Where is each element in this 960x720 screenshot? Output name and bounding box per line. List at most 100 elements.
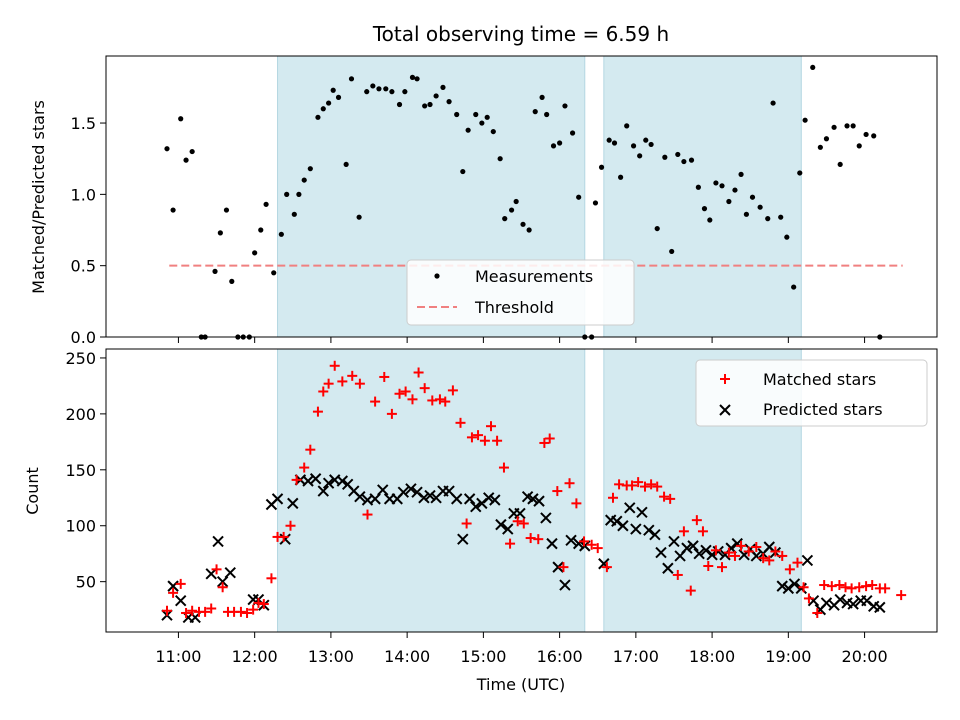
- measurement-point: [433, 93, 439, 99]
- predicted-star-point: [874, 601, 886, 614]
- matched-star-point: [461, 518, 472, 529]
- matched-star-point: [627, 480, 638, 491]
- matched-star-point: [896, 590, 907, 601]
- measurement-point: [502, 216, 508, 222]
- matched-star-point: [571, 498, 582, 509]
- measurement-point: [648, 141, 654, 148]
- x-stroke-b: [470, 501, 482, 513]
- matched-star-point: [834, 580, 845, 591]
- bottom-y-ticks: 50 100 150 200 250: [65, 349, 106, 592]
- predicted-star-point: [167, 580, 179, 592]
- x-stroke-b: [450, 493, 463, 505]
- measurement-points: [164, 64, 883, 340]
- x-stroke-b: [405, 483, 417, 495]
- matched-star-point: [329, 360, 340, 371]
- matched-star-point: [558, 562, 569, 573]
- top-legend-box: [406, 259, 635, 326]
- predicted-star-point: [309, 473, 322, 485]
- matched-star-point: [729, 550, 740, 561]
- predicted-star-point: [322, 477, 335, 489]
- measurement-point: [701, 206, 708, 212]
- x-stroke-b: [782, 582, 795, 595]
- measurement-point: [164, 146, 170, 152]
- matched-star-point: [723, 547, 734, 558]
- x-stroke-b: [662, 562, 674, 574]
- measurement-point: [291, 211, 297, 217]
- matched-star-point: [235, 606, 246, 617]
- matched-star-point: [614, 479, 625, 490]
- measurement-point: [757, 204, 763, 210]
- predicted-star-point: [514, 507, 526, 520]
- matched-star-point: [697, 526, 708, 537]
- x-stroke-b: [495, 518, 507, 531]
- matched-star-point: [665, 493, 676, 504]
- x-tick-label: 14:00: [384, 647, 430, 666]
- measurement-point: [223, 207, 230, 213]
- predicted-star-point: [681, 542, 693, 554]
- matched-star-point: [440, 396, 451, 407]
- bottom-axes-frame: [105, 348, 938, 633]
- measurement-point: [446, 99, 452, 105]
- x-stroke-b: [527, 493, 539, 505]
- x-stroke-b: [361, 494, 374, 506]
- x-stroke-b: [841, 597, 853, 609]
- x-axis-label: Time (UTC): [476, 675, 565, 694]
- matched-star-point: [479, 435, 490, 446]
- matched-star-point: [703, 561, 714, 572]
- measurement-point: [326, 100, 332, 106]
- predicted-star-point: [807, 594, 820, 607]
- matched-star-point: [691, 515, 702, 526]
- matched-star-point: [206, 603, 217, 614]
- measurement-point: [389, 89, 395, 95]
- x-stroke-b: [411, 486, 423, 498]
- matched-star-point: [552, 486, 563, 497]
- measurement-point: [844, 123, 850, 129]
- x-stroke-b: [302, 475, 314, 487]
- x-stroke-b: [540, 512, 552, 524]
- matched-star-point: [685, 585, 696, 596]
- predicted-star-point: [279, 533, 291, 545]
- measurement-point: [662, 154, 668, 160]
- x-stroke-b: [834, 593, 846, 606]
- x-stroke-b: [336, 475, 349, 487]
- matched-star-point: [512, 516, 523, 527]
- measurement-point: [823, 136, 830, 142]
- predicted-star-point: [457, 533, 469, 545]
- predicted-star-point: [795, 582, 808, 595]
- measurement-point: [630, 143, 637, 149]
- matched-star-point: [299, 462, 310, 473]
- predicted-star-point: [655, 546, 667, 559]
- measurement-point: [460, 168, 466, 175]
- matched-star-point: [770, 546, 781, 557]
- measurement-point: [598, 164, 605, 170]
- matched-star-point: [518, 518, 529, 529]
- predicted-star-point: [687, 540, 699, 552]
- x-tick-label: 11:00: [155, 647, 201, 666]
- measurement-point: [817, 144, 823, 150]
- matched-star-point: [586, 539, 597, 550]
- measurement-point: [479, 120, 485, 126]
- measurement-point: [414, 76, 420, 82]
- matched-star-point: [539, 437, 550, 448]
- matched-star-point: [386, 408, 397, 419]
- matched-star-point: [505, 538, 516, 549]
- matched-star-point: [861, 581, 872, 592]
- measurement-point: [296, 191, 302, 197]
- measurement-point: [765, 216, 771, 222]
- measurement-point: [675, 151, 681, 158]
- x-stroke-b: [212, 535, 224, 548]
- measurement-point: [383, 86, 389, 92]
- predicted-star-point: [377, 484, 389, 496]
- predicted-star-point: [405, 483, 417, 495]
- x-stroke-b: [630, 523, 642, 535]
- measurement-point: [784, 234, 790, 240]
- measurement-point: [738, 171, 744, 177]
- predicted-star-point: [175, 594, 187, 607]
- predicted-star-point: [636, 506, 648, 519]
- matched-star-point: [854, 582, 865, 593]
- measurement-point: [189, 148, 195, 155]
- measurement-point: [681, 158, 687, 165]
- matched-star-point: [592, 543, 603, 554]
- predicted-star-point: [643, 524, 655, 536]
- measurement-point: [229, 278, 235, 284]
